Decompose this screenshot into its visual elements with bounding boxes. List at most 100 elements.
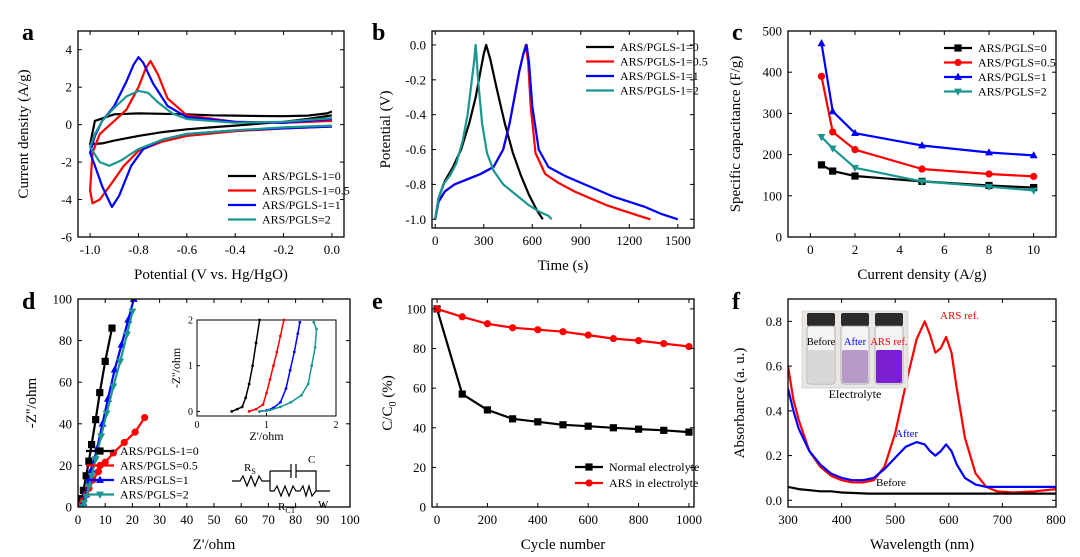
inset-data-point: [299, 394, 303, 397]
x-tick-label: 1200: [616, 233, 642, 248]
data-point: [985, 170, 993, 178]
data-point: [84, 477, 93, 485]
x-tick-label: 60: [235, 512, 248, 527]
inset-data-point: [279, 334, 282, 338]
y-tick-label: 0: [776, 230, 783, 245]
data-point: [584, 422, 592, 430]
inset-data-point: [251, 364, 255, 368]
legend-marker: [954, 58, 962, 67]
data-point: [1029, 187, 1038, 195]
inset-data-point: [306, 382, 310, 386]
data-point: [91, 456, 100, 464]
legend-label: ARS/PGLS=2: [262, 213, 331, 227]
y-tick-label: -6: [61, 230, 72, 245]
series-line: [89, 110, 333, 146]
plot-area: [89, 56, 333, 209]
data-point: [817, 39, 826, 47]
annotation-label: After: [895, 428, 919, 440]
series-line: [435, 308, 690, 434]
y-tick-label: 0: [66, 117, 73, 132]
y-tick-label: 2: [66, 80, 73, 95]
x-axis-label: Current density (A/g): [857, 267, 986, 283]
series-line: [820, 43, 1034, 157]
x-tick-label: 20: [126, 512, 139, 527]
y-axis-label: C/C0 (%): [380, 375, 399, 430]
plot-area: [434, 43, 679, 221]
y-tick-label: -0.4: [405, 107, 426, 122]
x-tick-label: 1000: [676, 512, 702, 527]
vial-label: ARS ref.: [870, 337, 907, 348]
data-point: [88, 441, 96, 449]
y-tick-label: 80: [59, 333, 72, 348]
plot-frame: [787, 298, 1057, 508]
inset-x-tick-label: 0: [195, 420, 200, 431]
vial-cap: [807, 313, 835, 326]
x-tick-label: 600: [939, 512, 959, 527]
legend-marker: [96, 461, 104, 470]
y-tick-label: -0.8: [405, 177, 426, 192]
x-tick-label: 100: [340, 512, 360, 527]
data-point: [97, 433, 106, 441]
data-point: [685, 428, 693, 436]
chart-panel-a: a -1.0 -0.8 -0.6 -0.4 -0.2 0.0 -6 -4 -2 0 2 4 Potenti…: [16, 20, 350, 283]
x-tick-label: 90: [316, 512, 329, 527]
panel-letter: a: [22, 20, 34, 46]
x-tick-label: 400: [832, 512, 852, 527]
equivalent-circuit: RS C RCT W: [232, 454, 330, 515]
inset-y-tick-label: 2: [188, 316, 193, 327]
data-point: [829, 167, 837, 175]
inset-data-point: [296, 332, 300, 336]
data-point: [1029, 151, 1038, 159]
series-line: [434, 43, 679, 221]
vial-cap: [875, 313, 903, 326]
series-line: [436, 307, 690, 348]
x-tick-label: 600: [578, 512, 598, 527]
x-tick-label: -0.2: [273, 242, 294, 257]
legend-label: ARS/PGLS-1=0.5: [262, 184, 350, 198]
inset-data-point: [279, 405, 282, 409]
data-point: [483, 406, 492, 414]
y-tick-label: 300: [763, 106, 783, 121]
legend-marker: [585, 479, 593, 487]
legend-label: ARS/PGLS-1=0: [262, 169, 341, 183]
x-tick-label: 500: [885, 512, 905, 527]
y-tick-label: 0: [66, 500, 73, 515]
y-axis-label: Potential (V): [378, 91, 394, 169]
data-point: [584, 331, 592, 339]
data-point: [829, 128, 837, 136]
x-tick-label: 300: [474, 233, 494, 248]
series-line: [820, 136, 1034, 192]
x-tick-label: 1500: [665, 233, 691, 248]
legend-label: ARS/PGLS-1=2: [620, 84, 699, 98]
inset-data-point: [240, 405, 244, 409]
annotation-label: ARS ref.: [940, 310, 979, 322]
y-tick-label: 20: [59, 458, 72, 473]
inset-data-point: [254, 341, 258, 345]
legend-label: ARS/PGLS=0: [978, 41, 1047, 55]
data-point: [828, 145, 837, 153]
y-tick-label: 4: [66, 42, 73, 57]
x-tick-label: 800: [629, 512, 649, 527]
inset-data-point: [292, 350, 296, 354]
inset-data-point: [289, 400, 293, 404]
plot-area: [788, 320, 1056, 495]
x-tick-label: 40: [180, 512, 193, 527]
series-line: [788, 485, 1056, 495]
x-tick-label: 900: [571, 233, 591, 248]
legend-label: ARS/PGLS=1: [120, 473, 189, 487]
panel-letter: f: [732, 289, 741, 315]
data-point: [141, 413, 149, 422]
y-tick-label: 60: [59, 375, 72, 390]
x-tick-label: 2: [852, 242, 859, 257]
data-point: [817, 161, 826, 169]
data-point: [509, 415, 517, 423]
series-line: [788, 320, 1056, 494]
inset-data-point: [268, 378, 272, 381]
series-line: [820, 76, 1034, 178]
data-point: [483, 320, 492, 328]
y-axis-label: Specific capacitance (F/g): [728, 56, 744, 213]
y-tick-label: -0.2: [405, 72, 426, 87]
legend-label: ARS/PGLS=0.5: [120, 459, 198, 473]
data-point: [609, 335, 617, 343]
